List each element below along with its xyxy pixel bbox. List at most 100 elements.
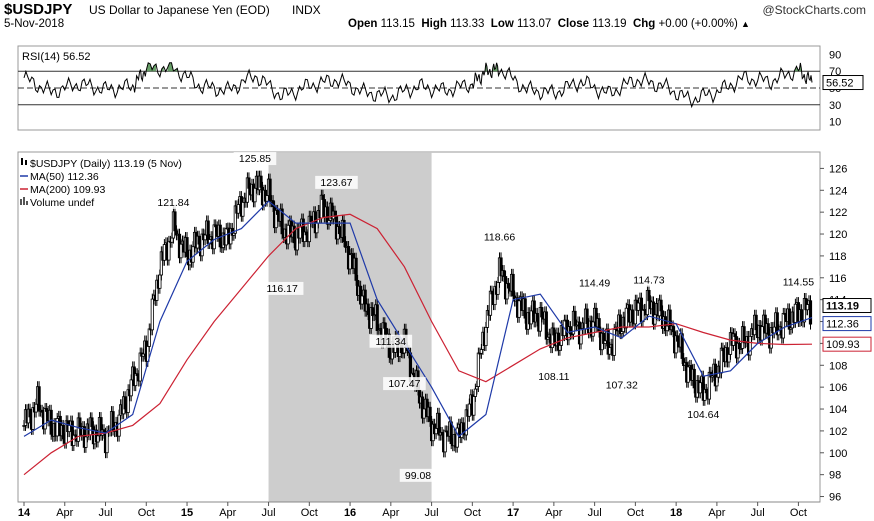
- high-label: High: [421, 18, 447, 30]
- price-candle: [540, 307, 544, 318]
- price-candle: [659, 299, 663, 312]
- price-candle: [727, 353, 731, 363]
- price-tick-label: 104: [829, 404, 847, 416]
- x-tick-label: Oct: [138, 507, 155, 519]
- price-candle: [686, 366, 690, 383]
- rsi-tick-label: 10: [829, 117, 841, 129]
- annotation-bg: [152, 195, 195, 209]
- price-tick-label: 102: [829, 426, 847, 438]
- price-candle: [799, 309, 804, 322]
- price-tick-label: 98: [829, 470, 841, 482]
- time-axis: 14 Apr Jul Oct 15 Apr Jul Oct 16 Apr Jul Oct 17 Apr Ju…: [18, 501, 820, 519]
- price-value-tag: [822, 316, 872, 332]
- price-candle: [354, 257, 358, 281]
- price-annotation: 107.47: [388, 378, 420, 390]
- price-candle: [375, 304, 379, 332]
- price-candle: [479, 349, 484, 354]
- volume-icon: [20, 199, 22, 205]
- price-candle: [608, 347, 612, 355]
- chart-header: $USDJPY US Dollar to Japanese Yen (EOD) …: [4, 1, 870, 35]
- annotation-bg: [233, 152, 277, 166]
- price-candle: [247, 177, 251, 189]
- legend-entry: MA(50) 112.36: [30, 171, 99, 183]
- price-candle: [34, 403, 38, 413]
- price-tick-label: 118: [829, 251, 847, 263]
- price-candle: [241, 201, 245, 217]
- price-candle: [170, 237, 174, 243]
- x-tick-label: Jul: [262, 507, 276, 519]
- price-candle: [523, 298, 527, 319]
- price-candle: [67, 425, 71, 433]
- price-candle: [558, 344, 562, 351]
- instrument-name: US Dollar to Japanese Yen (EOD): [89, 3, 270, 17]
- price-candle: [315, 222, 319, 234]
- price-candle: [360, 295, 364, 305]
- price-candle: [692, 368, 696, 389]
- price-panel: 9698100102104106108110112114116118120122…: [17, 151, 872, 504]
- x-tick-label: Jul: [751, 507, 765, 519]
- price-candle: [618, 314, 622, 335]
- price-candle: [147, 328, 151, 347]
- price-tick-label: 126: [829, 163, 847, 175]
- rsi-value-tag-text: 56.52: [826, 78, 854, 90]
- price-candle: [218, 224, 222, 248]
- price-candle: [772, 326, 776, 334]
- x-tick-label: Oct: [790, 507, 807, 519]
- price-tick-label: 116: [829, 273, 847, 285]
- price-candle: [434, 428, 438, 435]
- x-tick-label: Oct: [464, 507, 481, 519]
- price-annotation: 116.17: [266, 283, 297, 295]
- price-candle: [597, 318, 601, 333]
- x-tick-label: 17: [507, 507, 519, 519]
- high-value: 113.33: [450, 18, 485, 30]
- price-tick-label: 108: [829, 360, 847, 372]
- chart-date: 5-Nov-2018: [4, 18, 65, 30]
- price-candle: [37, 386, 41, 412]
- price-candle: [704, 388, 708, 394]
- price-candle: [473, 388, 477, 397]
- price-candle: [72, 434, 76, 446]
- price-candle: [612, 328, 616, 356]
- price-candle: [197, 235, 201, 245]
- price-candle: [304, 231, 308, 236]
- price-candle: [603, 340, 607, 344]
- price-candle: [253, 187, 257, 203]
- price-candle: [733, 333, 737, 338]
- price-annotation: 121.84: [157, 197, 189, 209]
- price-candle: [224, 228, 228, 246]
- price-candle: [535, 312, 539, 322]
- x-tick-label: Apr: [56, 507, 73, 519]
- price-candle: [754, 314, 758, 331]
- price-candle: [366, 303, 370, 316]
- price-candle: [665, 325, 669, 332]
- low-value: 113.07: [517, 18, 552, 30]
- x-tick-label: Apr: [708, 507, 725, 519]
- x-tick-label: 18: [670, 507, 682, 519]
- price-candle: [268, 178, 272, 203]
- price-candle: [298, 226, 302, 239]
- price-annotation: 125.85: [239, 153, 271, 165]
- annotation-bg: [260, 281, 304, 295]
- price-candle: [105, 431, 109, 454]
- price-candle: [808, 300, 813, 325]
- price-candle: [793, 303, 797, 323]
- x-tick-label: 16: [344, 507, 356, 519]
- price-candle: [760, 326, 764, 341]
- price-candle: [573, 310, 577, 327]
- price-candle: [630, 309, 634, 323]
- price-candle: [383, 322, 387, 329]
- price-value-tag-text: 113.19: [826, 301, 859, 313]
- price-candle: [28, 408, 32, 418]
- price-annotation: 104.64: [687, 409, 719, 421]
- rsi-tick-label: 90: [829, 49, 841, 61]
- ma200-line: [23, 213, 813, 476]
- price-candle: [265, 195, 269, 202]
- annotation-bg: [369, 334, 413, 348]
- price-candle: [698, 382, 702, 394]
- price-candle: [123, 396, 127, 410]
- legend-entry: $USDJPY (Daily) 113.19 (5 Nov): [30, 158, 182, 170]
- x-tick-label: Oct: [627, 507, 644, 519]
- price-candle: [490, 290, 494, 295]
- price-candle: [49, 409, 53, 435]
